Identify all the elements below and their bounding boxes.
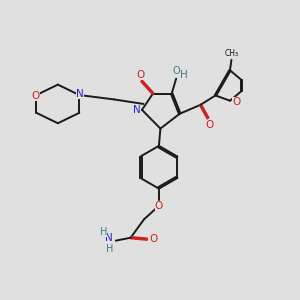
Text: CH₃: CH₃ [224,49,239,58]
Text: O: O [205,120,214,130]
Text: N: N [105,233,113,243]
Text: O: O [155,201,163,211]
Text: H: H [100,227,107,237]
Text: O: O [232,97,241,107]
Text: O: O [32,91,40,100]
Text: N: N [76,89,84,99]
Text: N: N [133,105,141,115]
Text: H: H [106,244,113,254]
Text: O: O [149,234,158,244]
Text: H: H [180,70,188,80]
Text: O: O [136,70,144,80]
Text: O: O [172,66,180,76]
